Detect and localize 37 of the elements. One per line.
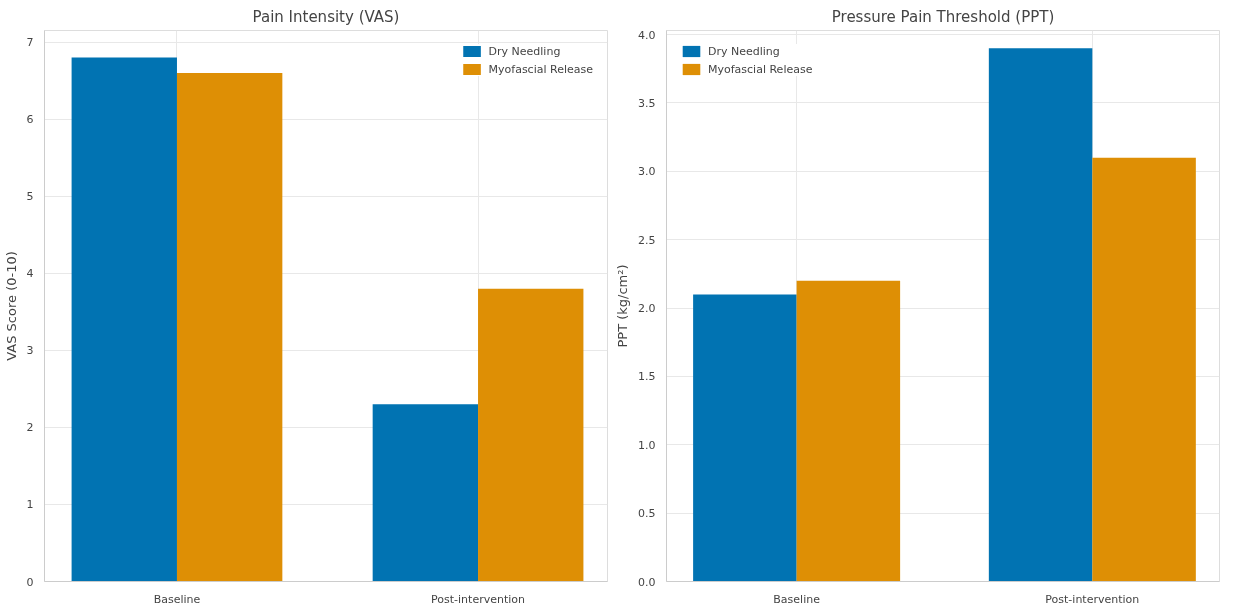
bar [71,57,177,582]
legend-label: Dry Needling [708,44,780,58]
x-tick-label: Post-intervention [431,592,526,606]
bar [478,288,584,582]
bar [176,72,283,582]
y-tick-label: 1.5 [638,370,656,384]
bar [693,294,797,582]
legend-label: Myofascial Release [708,62,813,76]
bar [372,404,479,582]
y-axis-title: VAS Score (0-10) [3,251,19,361]
bar [796,280,901,582]
y-tick-label: 6 [26,113,34,127]
legend-label: Dry Needling [488,44,561,58]
y-tick-label: 0.5 [638,507,656,521]
y-tick-label: 1.0 [638,438,656,452]
bar [988,48,1093,582]
y-axis-title: PPT (kg/cm²) [615,264,631,348]
y-tick-label: 3.5 [638,96,656,110]
bar [1092,157,1196,582]
chart-title: Pressure Pain Threshold (PPT) [831,7,1055,26]
y-tick-label: 5 [26,190,34,204]
y-tick-label: 0 [26,575,34,589]
y-tick-label: 2 [26,421,34,435]
x-tick-label: Baseline [773,592,821,606]
legend-label: Myofascial Release [488,62,593,76]
y-tick-label: 7 [26,36,34,50]
y-tick-label: 4.0 [638,28,656,42]
y-tick-label: 2.5 [638,233,656,247]
y-tick-label: 2.0 [638,302,656,316]
x-tick-label: Baseline [153,592,201,606]
y-tick-label: 1 [26,498,34,512]
y-tick-label: 3.0 [638,165,656,179]
y-tick-label: 3 [26,344,34,358]
chart-title: Pain Intensity (VAS) [252,7,400,26]
y-tick-label: 0.0 [638,575,656,589]
y-tick-label: 4 [26,267,34,281]
x-tick-label: Post-intervention [1045,592,1140,606]
